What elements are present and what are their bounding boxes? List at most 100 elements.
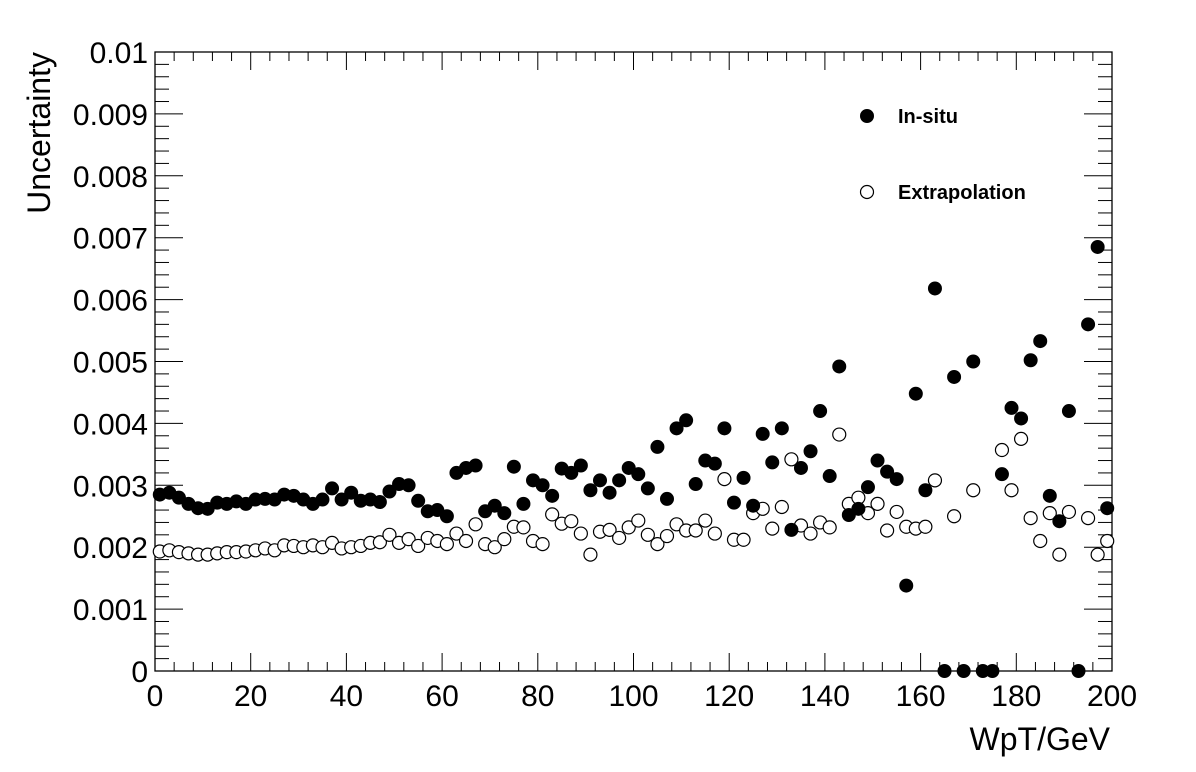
in-situ-point [325,481,340,496]
in-situ-point [688,477,703,492]
in-situ-point [612,473,627,488]
in-situ-point [535,478,550,493]
in-situ-point [545,488,560,503]
in-situ-point [411,493,426,508]
extrapolation-point [621,520,636,535]
in-situ-point [372,495,387,510]
y-tick-label: 0.009 [73,99,148,132]
extrapolation-point [889,504,904,520]
in-situ-point [1042,488,1057,503]
extrapolation-point [1080,511,1096,526]
extrapolation-point [640,527,655,542]
in-situ-point [947,369,962,384]
in-situ-point [573,458,588,473]
extrapolation-point [487,540,502,555]
in-situ-point [650,439,665,454]
x-tick-label: 180 [991,680,1041,713]
extrapolation-point [1061,504,1077,520]
extrapolation-point [382,527,397,542]
extrapolation-point [411,538,426,554]
extrapolation-point [918,519,933,534]
extrapolation-point [1023,511,1038,526]
in-situ-point [583,483,598,498]
extrapolation-point [1042,506,1057,521]
extrapolation-point [803,526,818,541]
in-situ-point [813,404,828,419]
in-situ-point [870,453,885,468]
extrapolation-point [880,523,895,538]
in-situ-point [315,492,330,507]
y-tick-label: 0.007 [73,223,148,256]
extrapolation-point [659,528,675,544]
x-tick-label: 60 [425,680,458,713]
in-situ-point [516,496,531,511]
y-tick-label: 0.003 [73,470,148,503]
extrapolation-point [784,452,799,467]
in-situ-point [765,455,780,470]
extrapolation-point [439,537,454,552]
extrapolation-point [545,507,560,522]
extrapolation-point [707,526,722,541]
y-tick-label: 0.001 [73,594,148,627]
legend-marker-in-situ [860,109,874,123]
x-tick-label: 0 [147,680,164,713]
in-situ-point [659,491,674,506]
extrapolation-point [1052,547,1067,562]
in-situ-point [736,470,751,485]
in-situ-point [1023,353,1038,368]
in-situ-point [439,509,454,524]
extrapolation-point [1033,533,1048,549]
y-tick-label: 0 [131,656,148,689]
in-situ-point [487,498,502,513]
x-tick-label: 200 [1087,680,1137,713]
x-tick-label: 40 [330,680,363,713]
in-situ-point [1100,501,1115,516]
extrapolation-point [401,532,416,547]
in-situ-point [669,421,684,436]
legend-label-extrapolation: Extrapolation [898,182,1026,204]
x-tick-label: 20 [234,680,267,713]
series-extrapolation [152,427,1115,562]
x-tick-label: 80 [521,680,554,713]
in-situ-point [889,472,904,487]
extrapolation-point [1004,483,1019,498]
in-situ-point [927,281,942,296]
y-tick-label: 0.006 [73,285,148,318]
in-situ-point [755,426,770,441]
in-situ-point [746,498,761,513]
in-situ-point [593,473,608,488]
legend-marker-extrapolation [859,184,875,200]
x-tick-label: 120 [704,680,754,713]
extrapolation-point [1013,431,1029,446]
in-situ-point [784,522,799,537]
extrapolation-point [535,537,550,552]
series-in-situ [152,239,1115,678]
in-situ-point [985,664,1000,678]
in-situ-point [851,501,866,516]
extrapolation-point [698,513,713,528]
in-situ-point [918,483,933,498]
in-situ-point [832,359,847,374]
legend-label-in-situ: In-situ [898,106,958,128]
in-situ-point [1061,404,1076,419]
in-situ-point [994,467,1009,482]
in-situ-point [899,578,914,593]
extrapolation-point [994,442,1010,458]
in-situ-point [497,506,512,521]
extrapolation-point [1090,547,1105,562]
extrapolation-point [832,427,847,442]
in-situ-point [860,480,875,495]
x-axis: 0 20 40 60 80 100 120 140 160 180 200 [147,680,1137,713]
y-tick-label: 0.01 [90,37,148,70]
in-situ-point [956,664,971,678]
in-situ-point [1071,664,1086,678]
y-tick-label: 0.002 [73,532,148,565]
x-axis-title: WpT/GeV [970,721,1111,757]
extrapolation-point [765,521,780,536]
extrapolation-point [564,514,579,529]
extrapolation-point [516,520,531,535]
x-tick-label: 140 [800,680,850,713]
in-situ-point [382,484,397,499]
extrapolation-point [688,523,703,538]
extrapolation-point [372,535,387,550]
